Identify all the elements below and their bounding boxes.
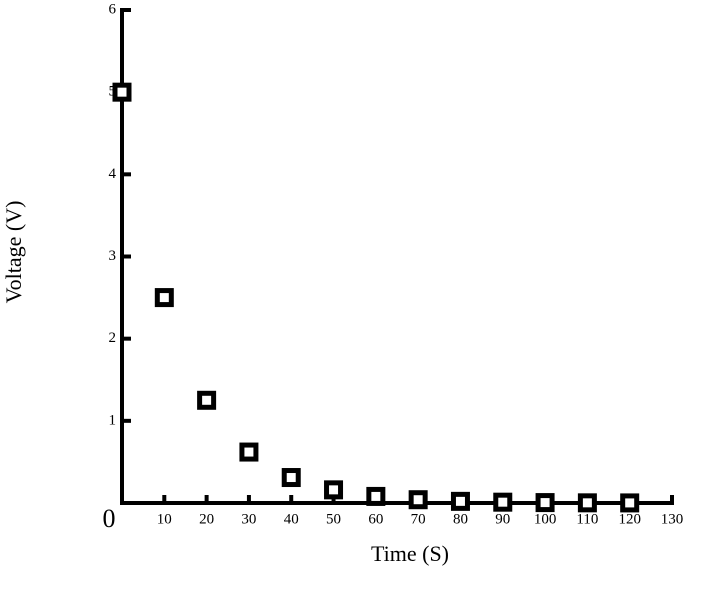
y-tick-label: 3: [109, 248, 117, 264]
x-axis-label: Time (S): [371, 541, 449, 566]
x-tick-label: 60: [368, 511, 383, 527]
marker: [112, 82, 132, 102]
x-tick-label: 10: [157, 511, 172, 527]
x-tick-label: 110: [576, 511, 598, 527]
y-axis-label: Voltage (V): [1, 201, 26, 304]
marker: [281, 468, 301, 488]
marker: [535, 493, 555, 513]
marker: [324, 480, 344, 500]
marker: [493, 492, 513, 512]
x-tick-label: 130: [661, 511, 684, 527]
marker: [239, 442, 259, 462]
x-tick-label: 90: [495, 511, 510, 527]
marker: [366, 486, 386, 506]
y-tick-label: 4: [109, 166, 117, 182]
marker: [154, 288, 174, 308]
marker: [197, 390, 217, 410]
x-tick-label: 20: [199, 511, 214, 527]
x-tick-label: 50: [326, 511, 341, 527]
origin-label: 0: [103, 504, 116, 533]
x-tick-label: 40: [284, 511, 299, 527]
x-tick-label: 70: [411, 511, 426, 527]
marker: [577, 493, 597, 513]
marker: [408, 490, 428, 510]
y-tick-label: 5: [109, 84, 117, 100]
x-tick-label: 80: [453, 511, 468, 527]
marker: [450, 491, 470, 511]
x-tick-label: 120: [618, 511, 641, 527]
x-tick-label: 100: [534, 511, 557, 527]
y-tick-label: 2: [109, 330, 117, 346]
marker: [620, 493, 640, 513]
y-tick-label: 1: [109, 412, 117, 428]
x-tick-label: 30: [241, 511, 256, 527]
y-tick-label: 6: [109, 1, 117, 17]
